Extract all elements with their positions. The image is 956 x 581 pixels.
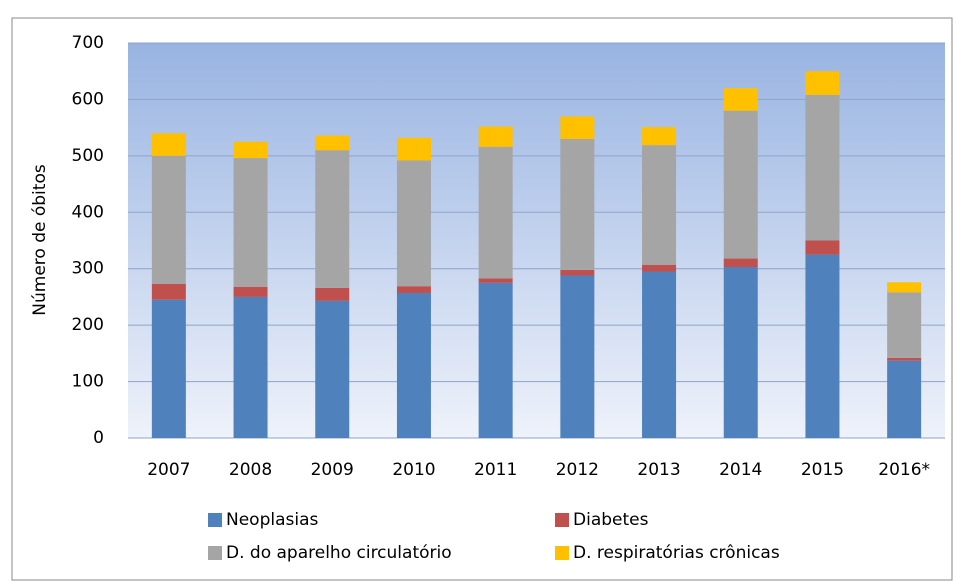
bar-segment — [723, 258, 758, 268]
bar-segment — [642, 264, 677, 272]
bar-segment — [723, 267, 758, 438]
bar-segment — [315, 135, 350, 151]
y-tick-label: 700 — [72, 33, 104, 53]
x-tick-label: 2008 — [229, 460, 272, 480]
bar-segment — [396, 292, 431, 438]
bar-segment — [642, 127, 677, 146]
x-tick-label: 2011 — [474, 460, 517, 480]
x-tick-label: 2009 — [311, 460, 354, 480]
bar-segment — [151, 155, 186, 284]
y-tick-label: 400 — [72, 202, 104, 222]
bar-segment — [642, 271, 677, 438]
bar-segment — [315, 150, 350, 288]
bar-segment — [151, 283, 186, 300]
bar-segment — [396, 286, 431, 293]
bar-segment — [315, 287, 350, 301]
y-tick-label: 600 — [72, 89, 104, 109]
x-tick-label: 2015 — [801, 460, 844, 480]
legend-swatch — [555, 546, 569, 560]
y-tick-label: 300 — [72, 259, 104, 279]
bar-segment — [805, 240, 840, 255]
bar-segment — [478, 146, 513, 279]
bar-segment — [560, 275, 595, 438]
bar-segment — [396, 160, 431, 287]
bar-segment — [233, 286, 268, 297]
bar-segment — [887, 292, 922, 358]
bar-segment — [315, 300, 350, 438]
bar-segment — [478, 126, 513, 147]
x-tick-label: 2014 — [719, 460, 762, 480]
y-tick-label: 100 — [72, 372, 104, 392]
x-tick-label: 2013 — [637, 460, 680, 480]
bar-segment — [560, 138, 595, 270]
bar-segment — [887, 360, 922, 438]
x-tick-label: 2007 — [147, 460, 190, 480]
bar-segment — [478, 282, 513, 438]
y-axis-label: Número de óbitos — [30, 164, 50, 316]
y-tick-label: 500 — [72, 146, 104, 166]
bar-segment — [560, 269, 595, 276]
bar-segment — [151, 299, 186, 438]
bar-segment — [233, 141, 268, 159]
bar-segment — [642, 145, 677, 265]
bar-segment — [151, 133, 186, 156]
bar-segment — [233, 158, 268, 287]
bar-segment — [805, 254, 840, 438]
x-tick-label: 2016* — [878, 460, 930, 480]
x-tick-label: 2010 — [392, 460, 435, 480]
legend-label: D. do aparelho circulatório — [226, 543, 452, 563]
legend-swatch — [208, 546, 222, 560]
y-tick-label: 200 — [72, 315, 104, 335]
bar-segment — [805, 94, 840, 241]
legend-swatch — [208, 513, 222, 527]
bar-segment — [233, 296, 268, 438]
bar-segment — [396, 137, 431, 161]
legend-label: Diabetes — [573, 510, 649, 530]
bar-segment — [723, 110, 758, 259]
legend-label: Neoplasias — [226, 510, 319, 530]
bar-segment — [560, 116, 595, 139]
bar-segment — [723, 88, 758, 111]
legend-swatch — [555, 513, 569, 527]
y-tick-label: 0 — [93, 428, 104, 448]
legend-label: D. respiratórias crônicas — [573, 543, 780, 563]
x-tick-label: 2012 — [556, 460, 599, 480]
bar-segment — [887, 357, 922, 361]
bar-segment — [805, 71, 840, 95]
bar-segment — [887, 282, 922, 293]
bar-segment — [478, 278, 513, 283]
